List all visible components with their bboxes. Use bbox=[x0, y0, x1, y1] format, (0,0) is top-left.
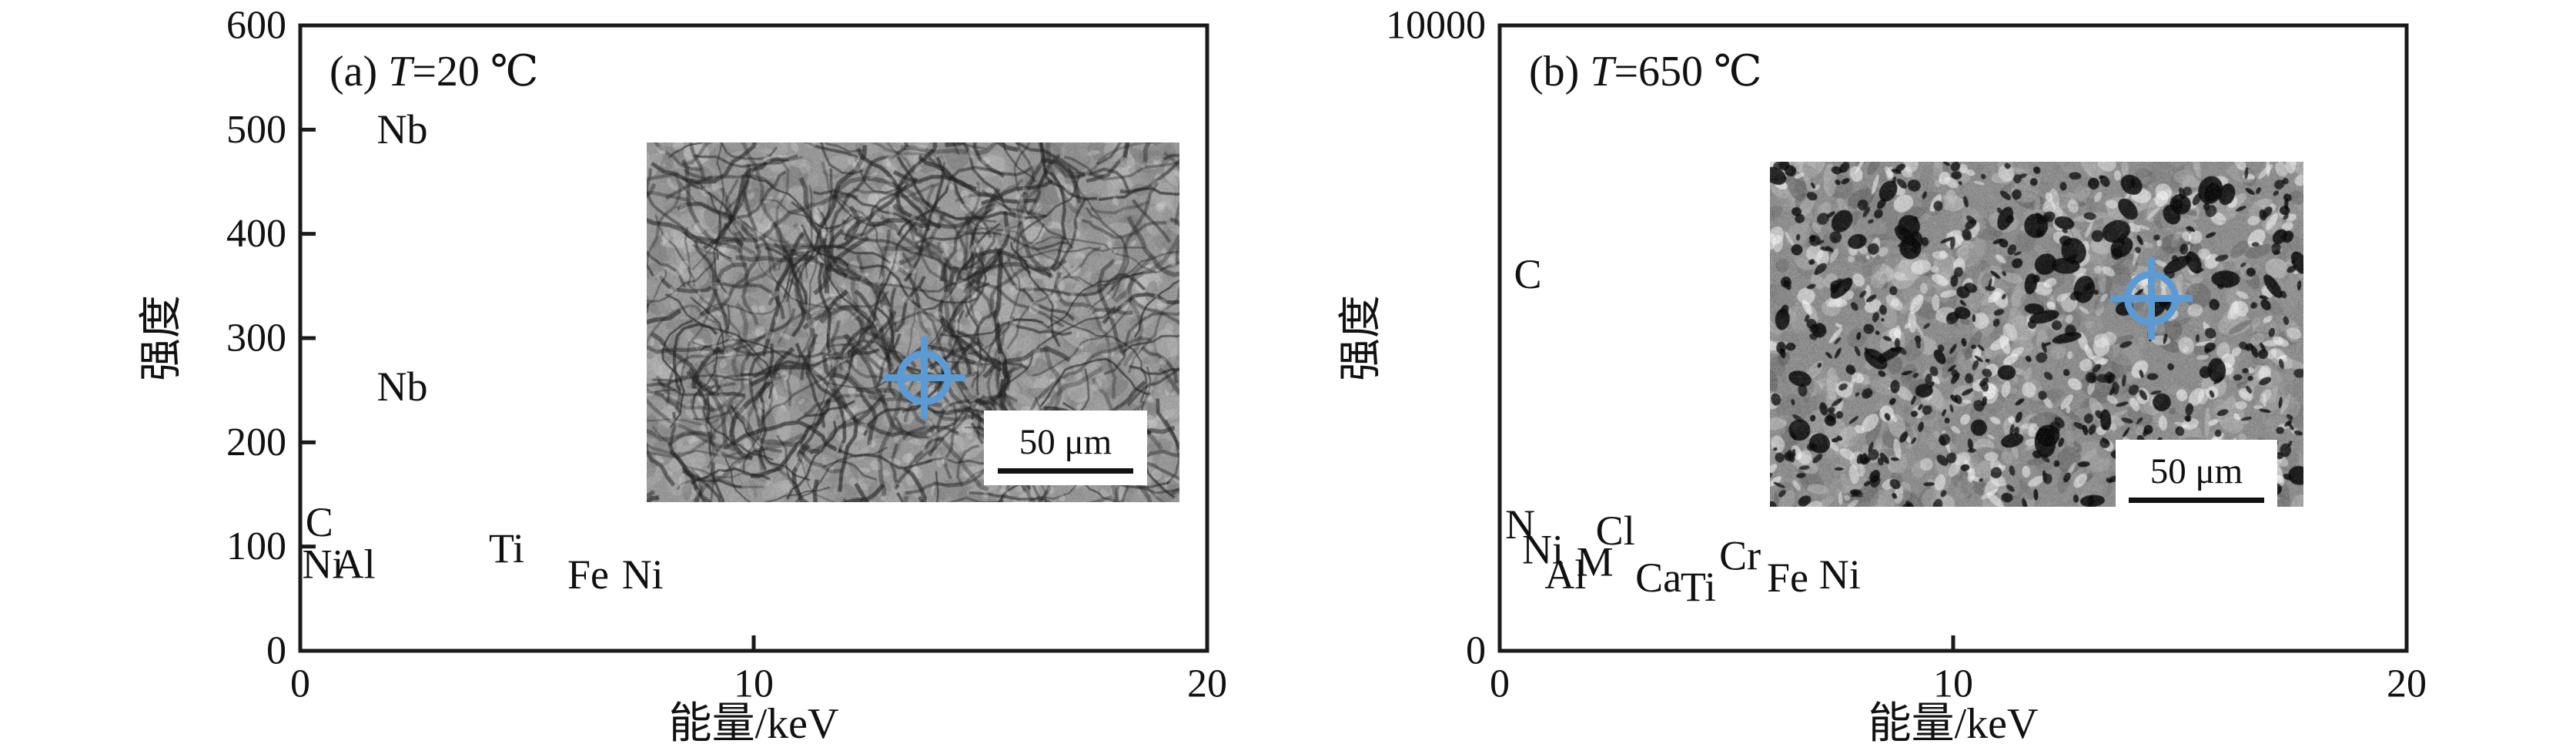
x-axis-title: 能量/keV bbox=[669, 700, 839, 748]
x-tick-label: 10 bbox=[1933, 662, 1973, 706]
y-tick-label: 10000 bbox=[1386, 4, 1486, 48]
sem-inset-image-b: 50 μm bbox=[1770, 162, 2303, 507]
crosshair-marker-icon bbox=[2107, 254, 2196, 343]
panel-a-eds-spectrum: 0 10 20 0 100 200 300 400 500 600 能量/keV 强度 (a) T=20… bbox=[0, 0, 1227, 748]
element-label-c: C bbox=[306, 499, 333, 545]
y-tick-label: 0 bbox=[266, 629, 286, 673]
element-label-m: M bbox=[1577, 539, 1614, 585]
scale-bar-line bbox=[998, 467, 1133, 474]
element-label-ti: Ti bbox=[1681, 564, 1716, 610]
y-axis-title: 强度 bbox=[138, 295, 186, 381]
x-tick-label: 20 bbox=[2387, 662, 2427, 706]
panel-annotation: (a) T=20 ℃ bbox=[330, 48, 539, 96]
scale-bar-label: 50 μm bbox=[2149, 451, 2243, 491]
element-label-ti: Ti bbox=[489, 525, 524, 571]
scale-bar-label: 50 μm bbox=[1019, 421, 1112, 462]
element-label-n: N bbox=[1505, 501, 1535, 548]
y-axis-title: 强度 bbox=[1337, 295, 1385, 381]
element-label-cl: Cl bbox=[1596, 508, 1635, 554]
y-tick-label: 0 bbox=[1466, 629, 1486, 673]
element-label-ca: Ca bbox=[1635, 555, 1681, 601]
x-axis-ticks: 0 10 20 bbox=[290, 635, 1227, 706]
y-axis-ticks: 0 100 200 300 400 500 600 bbox=[226, 4, 316, 673]
sem-inset-image-a: 50 μm bbox=[647, 142, 1179, 502]
y-tick-label: 100 bbox=[226, 524, 286, 568]
y-tick-label: 300 bbox=[226, 317, 286, 360]
element-label-ni: Ni bbox=[622, 551, 664, 598]
x-tick-label: 0 bbox=[290, 662, 310, 706]
element-label-cr: Cr bbox=[1719, 532, 1761, 578]
y-tick-label: 400 bbox=[226, 212, 286, 256]
x-axis-title: 能量/keV bbox=[1868, 700, 2039, 748]
scale-bar: 50 μm bbox=[2116, 440, 2277, 507]
scale-bar: 50 μm bbox=[984, 411, 1147, 485]
y-tick-label: 500 bbox=[226, 108, 286, 152]
element-label-ni: Ni bbox=[1819, 551, 1861, 598]
crosshair-marker-icon bbox=[880, 333, 969, 422]
y-tick-label: 200 bbox=[226, 421, 286, 464]
element-label-fe: Fe bbox=[1767, 555, 1808, 601]
y-axis-ticks: 0 10000 bbox=[1386, 4, 1515, 673]
x-tick-label: 0 bbox=[1490, 662, 1510, 706]
element-label-c: C bbox=[1514, 251, 1542, 297]
panel-annotation: (b) T=650 ℃ bbox=[1529, 48, 1762, 96]
scale-bar-line bbox=[2129, 497, 2264, 503]
x-tick-label: 20 bbox=[1187, 662, 1227, 706]
panel-b-eds-spectrum: 0 10 20 0 10000 能量/keV 强度 (b) T=650 ℃ C N Ni Al M Cl C… bbox=[1199, 0, 2576, 754]
element-label-al: Al bbox=[1544, 551, 1586, 598]
y-tick-label: 600 bbox=[226, 4, 286, 48]
element-label-nb: Nb bbox=[377, 106, 428, 152]
element-label-nb: Nb bbox=[377, 364, 428, 410]
x-axis-ticks: 0 10 20 bbox=[1490, 635, 2427, 706]
element-label-ni: Ni bbox=[1522, 526, 1564, 572]
element-label-fe: Fe bbox=[567, 551, 609, 598]
element-label-ni: Ni bbox=[302, 541, 343, 587]
x-tick-label: 10 bbox=[734, 662, 774, 706]
element-label-al: Al bbox=[334, 541, 376, 587]
